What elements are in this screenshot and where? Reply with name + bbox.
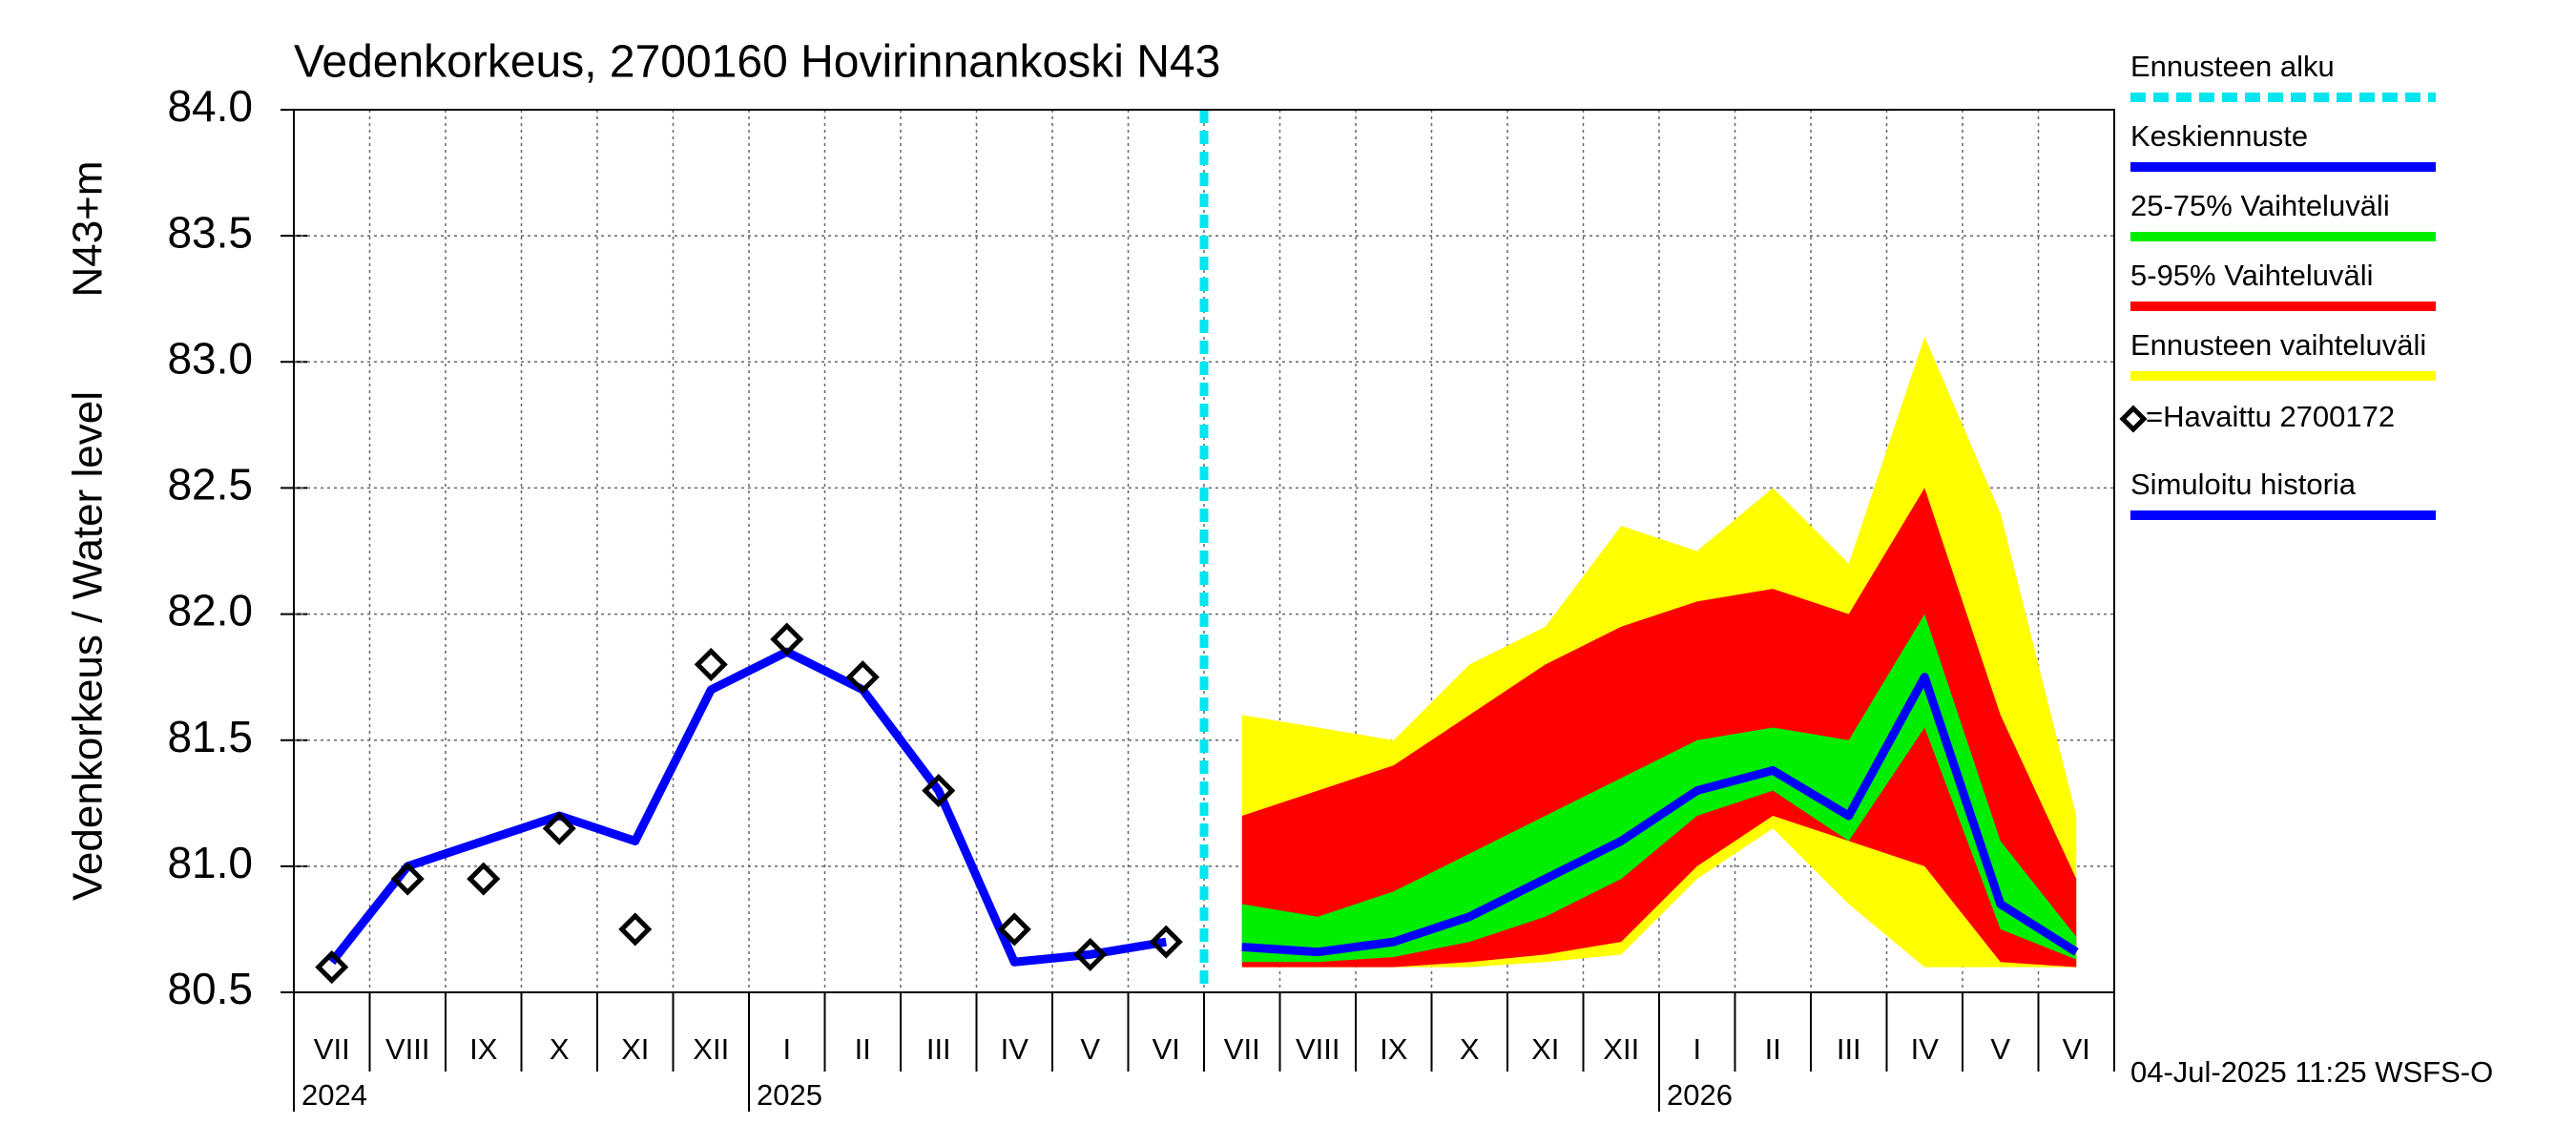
x-tick-label: VIII xyxy=(385,1032,430,1066)
year-label: 2025 xyxy=(757,1078,822,1112)
x-tick-label: IX xyxy=(1380,1032,1408,1066)
x-tick-label: IX xyxy=(469,1032,498,1066)
observation-marker xyxy=(845,660,880,695)
x-tick-label: I xyxy=(1693,1032,1701,1066)
legend-marker xyxy=(2119,405,2148,433)
x-tick-label: XI xyxy=(1531,1032,1559,1066)
x-tick-label: X xyxy=(1460,1032,1480,1066)
observation-marker xyxy=(770,622,804,656)
x-tick-label: VII xyxy=(314,1032,350,1066)
y-tick-label: 81.5 xyxy=(167,712,253,761)
observation-marker xyxy=(618,912,653,947)
forecast-band xyxy=(1241,488,2077,968)
observation-marker xyxy=(1073,937,1108,971)
y-unit-label: N43+m xyxy=(65,160,112,297)
x-tick-label: II xyxy=(855,1032,871,1066)
x-tick-label: V xyxy=(1080,1032,1100,1066)
x-tick-label: II xyxy=(1765,1032,1781,1066)
y-axis-label: Vedenkorkeus / Water level xyxy=(65,391,112,901)
series-line xyxy=(1241,673,2079,957)
legend-label: Keskiennuste xyxy=(2130,119,2308,153)
year-label: 2024 xyxy=(301,1078,367,1112)
observation-marker xyxy=(694,647,728,681)
y-tick-label: 81.0 xyxy=(167,838,253,887)
series-line xyxy=(328,647,1167,967)
y-tick-label: 83.5 xyxy=(167,207,253,257)
legend-label: Simuloitu historia xyxy=(2130,468,2357,501)
x-tick-label: IV xyxy=(1001,1032,1029,1066)
observation-marker xyxy=(390,862,425,896)
legend-label: Ennusteen alku xyxy=(2130,50,2335,83)
forecast-band xyxy=(1241,614,2077,963)
observation-marker xyxy=(922,774,956,808)
x-tick-label: XII xyxy=(693,1032,729,1066)
legend-label: =Havaittu 2700172 xyxy=(2146,400,2395,433)
observation-marker xyxy=(315,950,349,985)
x-tick-label: VII xyxy=(1224,1032,1260,1066)
x-tick-label: XII xyxy=(1603,1032,1639,1066)
legend-label: 5-95% Vaihteluväli xyxy=(2130,259,2373,292)
x-tick-label: VIII xyxy=(1296,1032,1340,1066)
x-tick-label: I xyxy=(782,1032,791,1066)
x-tick-label: X xyxy=(550,1032,570,1066)
x-tick-label: III xyxy=(926,1032,951,1066)
plot-frame xyxy=(293,109,2115,993)
x-tick-label: VI xyxy=(1153,1032,1180,1066)
x-tick-label: IV xyxy=(1911,1032,1940,1066)
observation-marker xyxy=(1149,925,1183,959)
observation-marker xyxy=(542,811,576,845)
chart-title: Vedenkorkeus, 2700160 Hovirinnankoski N4… xyxy=(294,37,1220,88)
legend-label: Ennusteen vaihteluväli xyxy=(2130,328,2426,362)
x-tick-label: V xyxy=(1990,1032,2010,1066)
y-tick-label: 82.0 xyxy=(167,586,253,635)
y-tick-label: 82.5 xyxy=(167,460,253,510)
footer: 04-Jul-2025 11:25 WSFS-O xyxy=(2130,1055,2493,1089)
y-tick-label: 84.0 xyxy=(167,81,253,131)
y-tick-label: 83.0 xyxy=(167,333,253,383)
observation-marker xyxy=(467,862,501,896)
y-tick-label: 80.5 xyxy=(167,964,253,1013)
x-tick-label: VI xyxy=(2063,1032,2090,1066)
x-tick-label: III xyxy=(1837,1032,1861,1066)
legend-label: 25-75% Vaihteluväli xyxy=(2130,189,2390,222)
x-tick-label: XI xyxy=(621,1032,649,1066)
year-label: 2026 xyxy=(1667,1078,1733,1112)
observation-marker xyxy=(997,912,1031,947)
